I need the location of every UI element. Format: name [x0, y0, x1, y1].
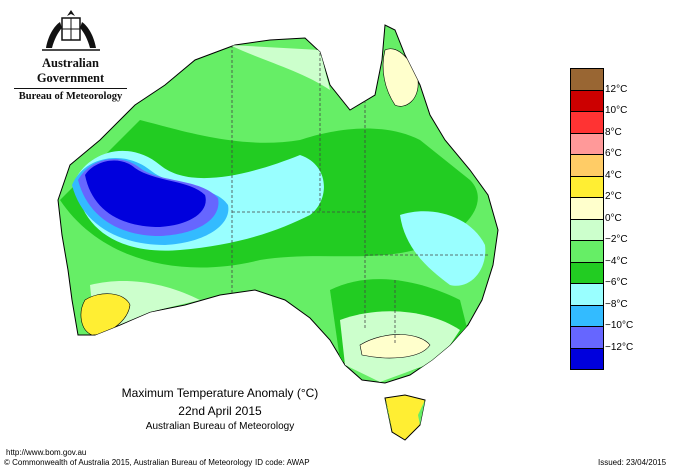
legend-label: 12°C	[605, 83, 628, 95]
legend-label: 10°C	[605, 105, 628, 116]
map-caption: Maximum Temperature Anomaly (°C) 22nd Ap…	[110, 386, 330, 432]
legend-swatch	[570, 240, 604, 262]
legend-swatch	[570, 304, 604, 326]
footer-id-code: ID code: AWAP	[255, 458, 310, 467]
logo-divider	[14, 88, 127, 89]
legend-label: −2°C	[605, 234, 628, 245]
legend-swatch	[570, 154, 604, 176]
color-legend	[570, 68, 604, 370]
legend-swatch	[570, 261, 604, 283]
legend-swatch	[570, 89, 604, 111]
legend-label: −8°C	[605, 298, 628, 310]
legend-label: −12°C	[605, 341, 634, 353]
legend-label: −6°C	[605, 277, 628, 288]
legend-swatch	[570, 132, 604, 154]
footer-issued: Issued: 23/04/2015	[598, 458, 667, 467]
footer-url[interactable]: http://www.bom.gov.au	[6, 448, 87, 457]
state-borders	[231, 38, 488, 345]
legend-swatch	[570, 326, 604, 348]
government-logo: Australian Government Bureau of Meteorol…	[8, 8, 133, 102]
legend-label: 0°C	[605, 212, 622, 224]
legend-swatch	[570, 347, 604, 370]
government-name: Australian Government	[36, 56, 105, 85]
legend-label: −10°C	[605, 320, 634, 331]
legend-label: 6°C	[605, 148, 622, 159]
legend-label: 8°C	[605, 126, 622, 138]
legend-swatch	[570, 175, 604, 197]
map-agency: Australian Bureau of Meteorology	[145, 421, 295, 432]
map-title: Maximum Temperature Anomaly (°C)	[121, 386, 319, 400]
footer-copyright: © Commonwealth of Australia 2015, Austra…	[4, 458, 253, 467]
legend-swatch	[570, 197, 604, 219]
legend-swatch	[570, 218, 604, 240]
legend-label: −4°C	[605, 255, 628, 267]
legend-swatch	[570, 283, 604, 305]
legend-swatch	[570, 68, 604, 90]
map-date: 22nd April 2015	[178, 404, 262, 418]
bureau-name: Bureau of Meteorology	[18, 91, 123, 102]
legend-label: 2°C	[605, 191, 622, 202]
coat-of-arms-icon	[41, 10, 100, 51]
legend-swatch	[570, 111, 604, 133]
legend-label: 4°C	[605, 169, 622, 181]
